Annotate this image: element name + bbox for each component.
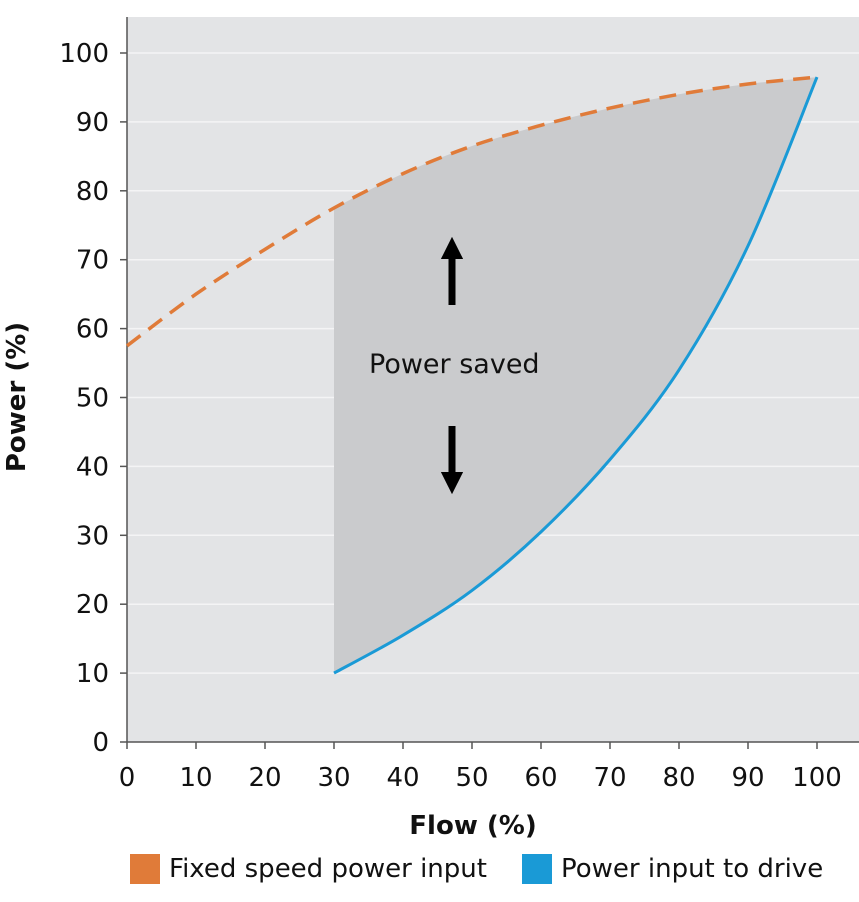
y-axis-title: Power (%) bbox=[2, 322, 32, 472]
y-tick-label: 50 bbox=[76, 384, 109, 414]
x-tick-label: 80 bbox=[662, 763, 695, 793]
legend-label: Fixed speed power input bbox=[169, 854, 487, 884]
series-line-drive bbox=[333, 76, 819, 675]
y-ticks: 0 10 20 30 40 50 60 70 80 90 100 bbox=[59, 39, 127, 758]
series-line-fixed-speed bbox=[125, 75, 818, 348]
y-tick-label: 20 bbox=[76, 590, 109, 620]
legend: Fixed speed power input Power input to d… bbox=[0, 846, 859, 892]
series-lines bbox=[125, 75, 819, 675]
x-tick-label: 10 bbox=[179, 763, 212, 793]
legend-swatch-orange bbox=[130, 854, 160, 884]
y-tick-label: 40 bbox=[76, 452, 109, 482]
legend-label: Power input to drive bbox=[561, 854, 824, 884]
x-tick-label: 70 bbox=[593, 763, 626, 793]
y-tick-label: 100 bbox=[59, 39, 109, 69]
y-tick-label: 0 bbox=[92, 728, 109, 758]
legend-swatch-blue bbox=[522, 854, 552, 884]
x-tick-label: 60 bbox=[524, 763, 557, 793]
x-tick-label: 0 bbox=[119, 763, 136, 793]
y-tick-label: 80 bbox=[76, 177, 109, 207]
legend-item-fixed-speed: Fixed speed power input bbox=[130, 846, 487, 892]
chart-canvas: 0 10 20 30 40 50 60 70 80 90 100 0 10 20 30 40 50 60 70 80… bbox=[2, 17, 859, 840]
power-saved-area bbox=[334, 77, 817, 674]
x-tick-label: 50 bbox=[455, 763, 488, 793]
x-tick-label: 30 bbox=[317, 763, 350, 793]
legend-item-drive: Power input to drive bbox=[522, 846, 823, 892]
x-ticks: 0 10 20 30 40 50 60 70 80 90 100 bbox=[119, 742, 842, 793]
x-axis-title: Flow (%) bbox=[409, 811, 536, 840]
y-tick-label: 10 bbox=[76, 659, 109, 689]
x-tick-label: 40 bbox=[386, 763, 419, 793]
y-tick-label: 30 bbox=[76, 521, 109, 551]
x-tick-label: 100 bbox=[792, 763, 842, 793]
y-tick-label: 70 bbox=[76, 246, 109, 276]
y-tick-label: 90 bbox=[76, 108, 109, 138]
y-tick-label: 60 bbox=[76, 315, 109, 345]
axes bbox=[126, 17, 859, 743]
annotation-power-saved: Power saved bbox=[369, 349, 540, 380]
x-tick-label: 20 bbox=[248, 763, 281, 793]
x-tick-label: 90 bbox=[731, 763, 764, 793]
